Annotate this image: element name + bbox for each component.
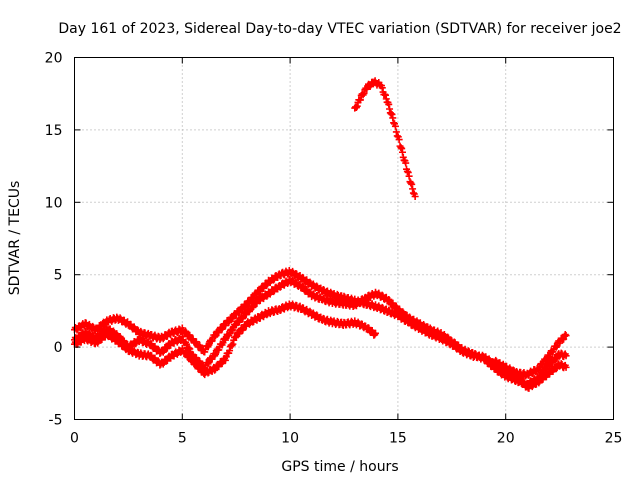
grid-lines <box>74 57 614 420</box>
data-point <box>211 366 219 374</box>
data-point <box>371 331 379 339</box>
data-point <box>562 332 570 340</box>
data-point <box>397 144 405 152</box>
series-trace-high <box>351 77 419 201</box>
data-point <box>552 343 560 351</box>
data-point <box>211 333 219 341</box>
data-point <box>388 110 396 118</box>
data-point <box>208 337 216 345</box>
data-point <box>562 352 570 360</box>
data-point <box>352 104 360 112</box>
data-point <box>211 352 219 360</box>
data-point <box>517 373 525 381</box>
data-point <box>226 347 234 355</box>
data-point <box>182 327 190 335</box>
data-point <box>211 350 219 358</box>
data-point <box>353 102 361 110</box>
y-tick-label: 20 <box>45 51 63 67</box>
data-point <box>229 326 237 334</box>
data-point <box>398 148 406 156</box>
data-series-group <box>71 77 570 392</box>
data-point <box>399 308 407 316</box>
series-trace-c <box>71 300 570 392</box>
chart-title: Day 161 of 2023, Sidereal Day-to-day VTE… <box>58 21 621 37</box>
data-point <box>516 372 524 380</box>
y-tick-label: 15 <box>45 123 63 139</box>
data-point <box>89 336 97 344</box>
x-tick-label: 20 <box>497 431 515 447</box>
y-tick-label: 0 <box>54 340 63 356</box>
data-point <box>382 91 390 99</box>
data-point <box>186 345 194 353</box>
data-point <box>382 95 390 103</box>
data-point <box>407 179 415 187</box>
data-point <box>182 340 190 348</box>
data-point <box>378 84 386 92</box>
data-point <box>405 172 413 180</box>
y-axis-label: SDTVAR / TECUs <box>7 181 23 296</box>
data-point <box>185 344 193 352</box>
data-point <box>402 159 410 167</box>
data-point <box>231 334 239 342</box>
data-point <box>411 193 419 201</box>
data-point <box>228 342 236 350</box>
data-point <box>356 96 364 104</box>
data-point <box>404 168 412 176</box>
data-point <box>359 91 367 99</box>
data-point <box>221 356 229 364</box>
data-point <box>204 360 212 368</box>
data-point <box>408 180 416 188</box>
plot-frame <box>74 57 614 420</box>
data-point <box>360 89 368 97</box>
data-point <box>403 167 411 175</box>
x-tick-label: 25 <box>605 431 623 447</box>
data-point <box>222 353 230 361</box>
data-point <box>562 363 570 371</box>
data-point <box>546 352 554 360</box>
data-point <box>116 338 124 346</box>
data-point <box>391 122 399 130</box>
data-point <box>561 331 569 339</box>
y-tick-label: 5 <box>54 268 63 284</box>
x-axis-label: GPS time / hours <box>281 459 398 475</box>
y-tick-label: -5 <box>49 413 63 429</box>
data-point <box>215 346 223 354</box>
data-point <box>393 132 401 140</box>
x-tick-label: 0 <box>70 431 79 447</box>
data-point <box>385 295 393 303</box>
y-tick-label: 10 <box>45 195 63 211</box>
x-tick-label: 10 <box>281 431 299 447</box>
data-point <box>249 303 257 311</box>
data-point <box>372 329 380 337</box>
data-point <box>409 185 417 193</box>
data-point <box>385 100 393 108</box>
data-point <box>229 340 237 348</box>
x-tick-label: 5 <box>178 431 187 447</box>
data-point <box>392 128 400 136</box>
data-point <box>395 136 403 144</box>
data-point <box>386 105 394 113</box>
data-point <box>205 341 213 349</box>
data-point <box>398 145 406 153</box>
data-point <box>389 114 397 122</box>
x-tick-label: 15 <box>389 431 407 447</box>
